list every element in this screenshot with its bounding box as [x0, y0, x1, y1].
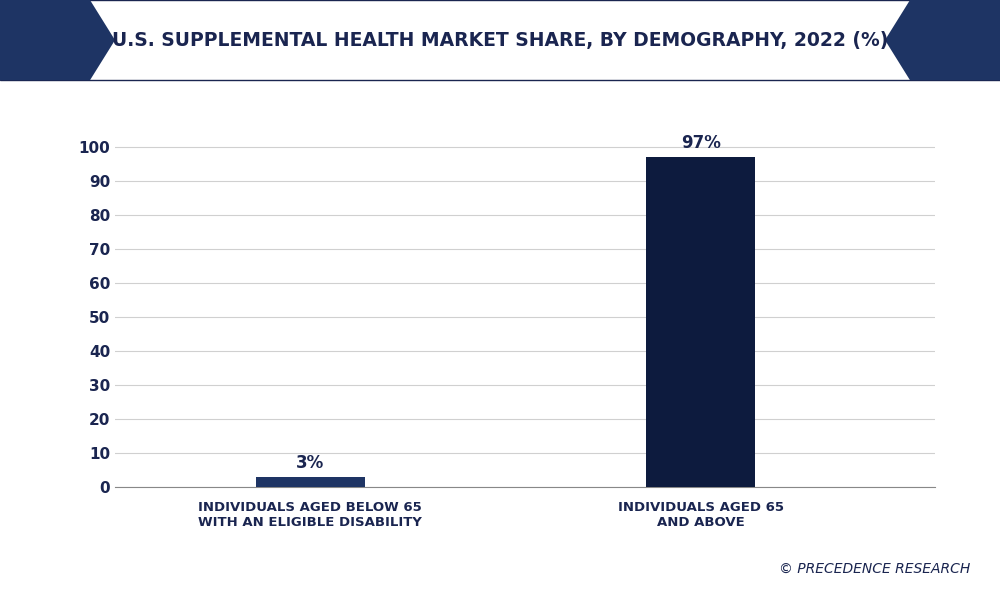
Bar: [646, 157, 755, 487]
Text: U.S. SUPPLEMENTAL HEALTH MARKET SHARE, BY DEMOGRAPHY, 2022 (%): U.S. SUPPLEMENTAL HEALTH MARKET SHARE, B…: [112, 31, 888, 49]
Bar: [256, 477, 365, 487]
Text: © PRECEDENCE RESEARCH: © PRECEDENCE RESEARCH: [779, 562, 970, 576]
Text: 97%: 97%: [681, 134, 721, 152]
Text: 3%: 3%: [296, 454, 324, 472]
